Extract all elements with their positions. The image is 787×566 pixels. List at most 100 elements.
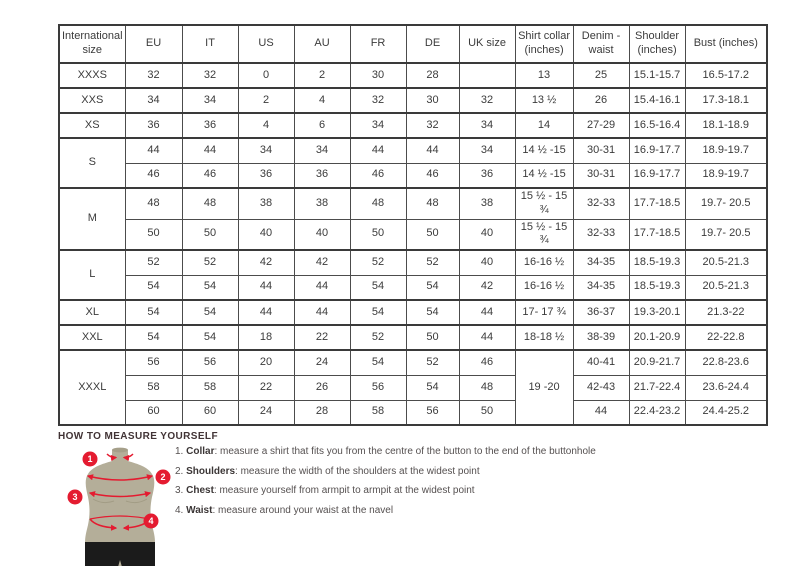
column-header: Shoulder (inches): [628, 24, 686, 64]
size-cell: 17.7-18.5: [628, 218, 686, 251]
size-cell: 42: [237, 249, 295, 276]
size-cell: 44: [237, 299, 295, 326]
size-cell: 46: [181, 162, 239, 189]
size-cell: 20: [237, 349, 295, 376]
size-cell: 25: [572, 62, 630, 89]
size-cell: 52: [349, 249, 407, 276]
size-cell: 18.1-18.9: [684, 112, 768, 139]
column-header: IT: [181, 24, 239, 64]
size-cell: 48: [181, 187, 239, 220]
measure-step: 3. Chest: measure yourself from armpit t…: [175, 485, 735, 497]
collar-arrow: [122, 453, 134, 462]
size-cell: 32: [458, 87, 516, 114]
size-chart-container: International size EU IT US AU FR DE UK size Shi…: [58, 24, 769, 426]
size-cell: 50: [405, 218, 460, 251]
size-cell: 22.4-23.2: [628, 399, 686, 426]
step-text: : measure around your waist at the navel: [212, 504, 394, 516]
size-cell: 20.1-20.9: [628, 324, 686, 351]
measurement-arrows: [86, 453, 154, 531]
column-header: DE: [405, 24, 460, 64]
size-cell: 20.5-21.3: [684, 249, 768, 276]
size-cell: 54: [124, 324, 183, 351]
table-row: 60 60 24 28 58 56 50 44 22.4-23.2 24.4-25.2: [59, 399, 768, 426]
size-cell: 52: [405, 349, 460, 376]
size-cell: 48: [124, 187, 183, 220]
size-cell: 26: [572, 87, 630, 114]
size-cell: 38-39: [572, 324, 630, 351]
size-cell: 20.5-21.3: [684, 274, 768, 301]
size-cell: 32: [181, 62, 239, 89]
shoulders-arrow: [86, 474, 154, 481]
measure-section-title: HOW TO MEASURE YOURSELF: [58, 431, 218, 442]
size-cell: 28: [293, 399, 351, 426]
step-number: 4.: [175, 504, 187, 516]
size-cell: 42-43: [572, 374, 630, 401]
table-row: S 44 44 34 34 44 44 34 14 ½ -15 30-31 16.9-17.7 18.…: [58, 137, 768, 189]
size-cell: 17.3-18.1: [684, 87, 768, 114]
size-cell: 54: [124, 274, 183, 301]
chest-arrow: [88, 491, 152, 498]
size-cell: 30-31: [572, 162, 630, 189]
step-label: Collar: [186, 446, 215, 457]
badge-3-number: 3: [72, 492, 77, 502]
size-cell: 4: [237, 112, 295, 139]
size-cell: 54: [405, 274, 460, 301]
size-cell: 17- 17 ¾: [514, 299, 574, 326]
table-row: 54 54 44 44 54 54 42 16-16 ½ 34-35 18.5-19.3 20.5-…: [59, 274, 768, 301]
size-cell: 34: [181, 87, 239, 114]
size-cell: 50: [405, 324, 460, 351]
size-cell: 36: [458, 162, 516, 189]
badge-1-circle: [82, 451, 98, 467]
column-header: Shirt collar (inches): [514, 24, 574, 64]
table-row: 50 50 40 40 50 50 40 15 ½ - 15 ¾ 32-33 17.7-18.5 1…: [59, 218, 768, 251]
size-cell: 20.9-21.7: [628, 349, 686, 376]
badge-2-circle: [155, 469, 171, 485]
size-cell: 32: [349, 87, 407, 114]
header-row: International size EU IT US AU FR DE UK size Shi…: [58, 24, 768, 64]
size-cell: 15 ½ - 15 ¾: [514, 187, 574, 220]
measure-step: 1. Collar: measure a shirt that fits you…: [175, 446, 735, 458]
size-cell: 34: [237, 137, 295, 164]
size-cell: XXL: [58, 324, 126, 351]
table-row: L 52 52 42 42 52 52 40 16-16 ½ 34-35 18.5-19.3 20.5…: [58, 249, 768, 301]
size-cell: 18.5-19.3: [628, 249, 686, 276]
column-header: EU: [124, 24, 183, 64]
size-cell: [458, 62, 516, 89]
size-cell: 19 -20: [514, 349, 574, 426]
size-cell: 38: [237, 187, 295, 220]
size-cell: 54: [349, 299, 407, 326]
column-header: Bust (inches): [684, 24, 768, 64]
step-number: 2.: [175, 465, 187, 477]
size-cell: 13 ½: [514, 87, 574, 114]
badge-3-circle: [67, 489, 83, 505]
size-cell: 2: [293, 62, 351, 89]
size-cell: 34: [458, 112, 516, 139]
measure-step: 2. Shoulders: measure the width of the s…: [175, 466, 735, 478]
size-cell: 26: [293, 374, 351, 401]
column-header: AU: [293, 24, 351, 64]
table-row: XXL 54 54 18 22 52 50 44 18-18 ½ 38-39 20.1-20.9 22…: [58, 324, 768, 351]
size-cell: 24: [293, 349, 351, 376]
step-number: 3.: [175, 485, 187, 496]
size-cell: 22.8-23.6: [684, 349, 768, 376]
step-text: : measure a shirt that fits you from the…: [214, 446, 596, 457]
size-cell: 14: [514, 112, 574, 139]
size-cell: 18: [237, 324, 295, 351]
size-cell: 32: [405, 112, 460, 139]
size-cell: 52: [181, 249, 239, 276]
size-cell: 30: [349, 62, 407, 89]
size-cell: 40: [237, 218, 295, 251]
step-text: : measure yourself from armpit to armpit…: [213, 485, 475, 496]
size-cell: 46: [124, 162, 183, 189]
size-cell: 36: [181, 112, 239, 139]
size-cell: 13: [514, 62, 574, 89]
size-cell: 15.1-15.7: [628, 62, 686, 89]
size-cell: 44: [293, 274, 351, 301]
size-cell: 56: [124, 349, 183, 376]
size-cell: 54: [181, 324, 239, 351]
size-cell: 44: [293, 299, 351, 326]
size-cell: 40: [293, 218, 351, 251]
size-cell: 40-41: [572, 349, 630, 376]
size-cell: 46: [349, 162, 407, 189]
